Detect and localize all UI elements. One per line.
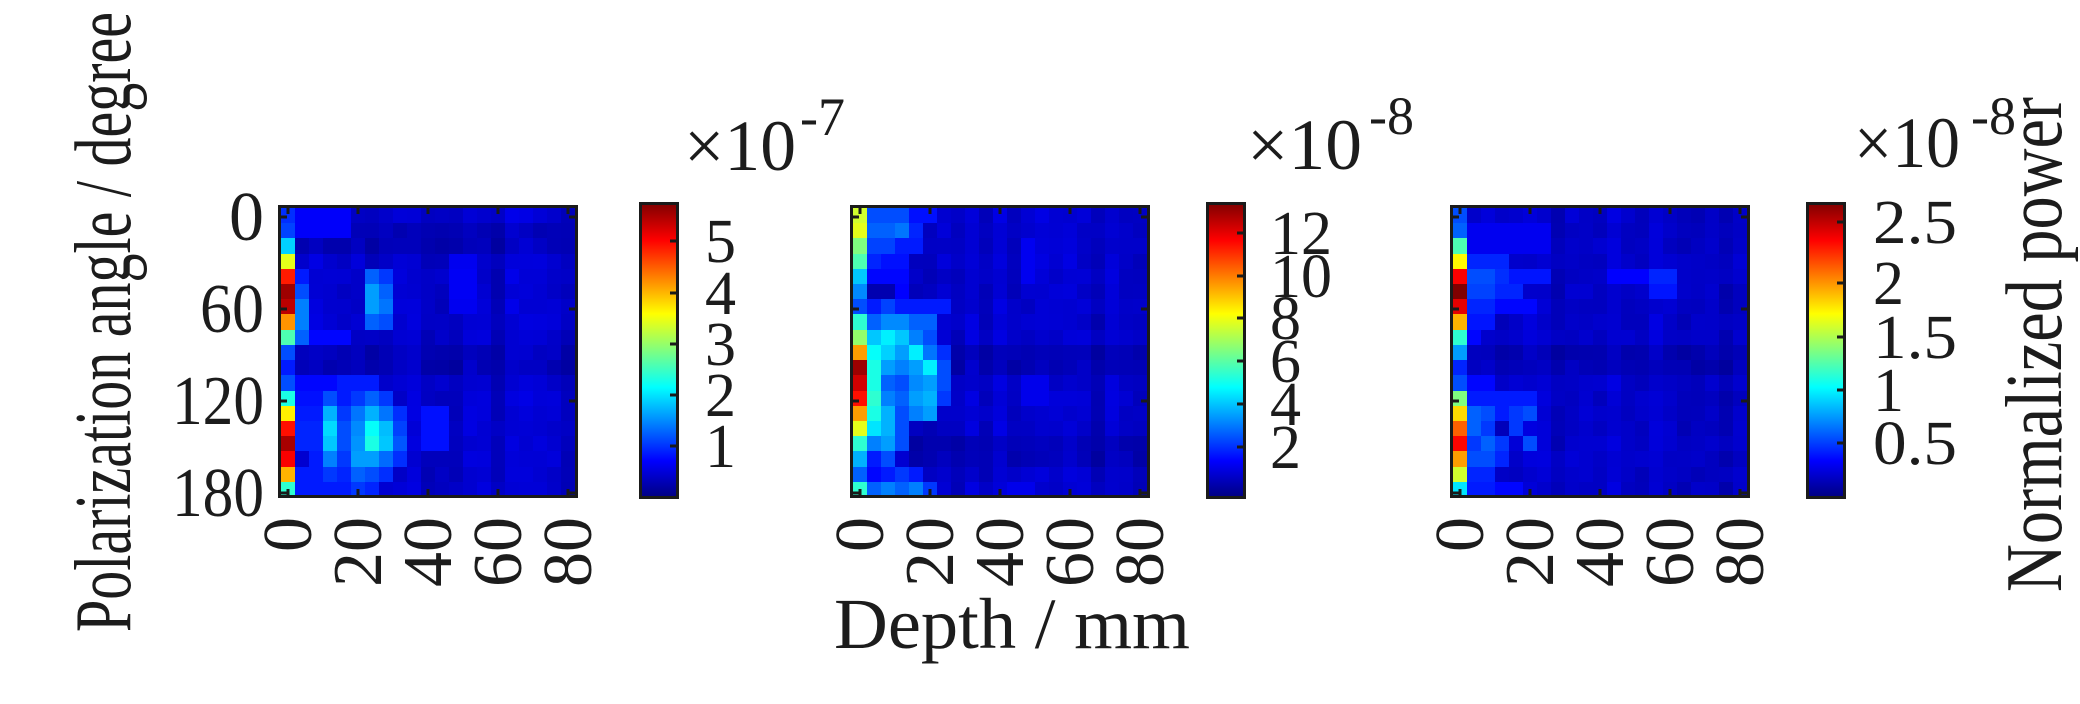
svg-text:1: 1 — [705, 413, 736, 481]
svg-text:60: 60 — [200, 271, 264, 348]
svg-text:4: 4 — [705, 260, 736, 328]
svg-text:Normalized power: Normalized power — [1991, 97, 2079, 592]
svg-text:1: 1 — [1873, 357, 1904, 425]
svg-text:1.5: 1.5 — [1873, 304, 1957, 372]
svg-text:20: 20 — [892, 517, 969, 587]
svg-text:2.5: 2.5 — [1873, 189, 1957, 257]
svg-text:8: 8 — [1270, 285, 1301, 353]
svg-text:60: 60 — [1632, 517, 1709, 587]
svg-text:20: 20 — [320, 517, 397, 587]
svg-text:×10: ×10 — [1247, 105, 1362, 185]
svg-text:0: 0 — [250, 517, 327, 552]
svg-text:80: 80 — [530, 517, 607, 587]
svg-text:40: 40 — [962, 517, 1039, 587]
svg-text:2: 2 — [1270, 414, 1301, 482]
svg-text:6: 6 — [1270, 328, 1301, 396]
svg-text:60: 60 — [1032, 517, 1109, 587]
svg-text:120: 120 — [172, 363, 264, 440]
svg-text:0.5: 0.5 — [1873, 410, 1957, 478]
svg-text:×10: ×10 — [684, 106, 796, 186]
svg-text:40: 40 — [1562, 517, 1639, 587]
svg-text:12: 12 — [1270, 200, 1332, 268]
svg-text:-8: -8 — [1369, 86, 1414, 146]
svg-text:0: 0 — [822, 517, 899, 552]
svg-text:40: 40 — [390, 517, 467, 587]
svg-text:4: 4 — [1270, 371, 1301, 439]
svg-text:80: 80 — [1102, 517, 1179, 587]
svg-text:10: 10 — [1270, 243, 1332, 311]
svg-text:×10: ×10 — [1854, 103, 1960, 183]
svg-text:5: 5 — [705, 208, 736, 276]
svg-text:-7: -7 — [800, 87, 845, 147]
svg-text:Depth / mm: Depth / mm — [834, 584, 1190, 664]
svg-text:2: 2 — [705, 362, 736, 430]
svg-text:20: 20 — [1492, 517, 1569, 587]
svg-text:-8: -8 — [1971, 86, 2016, 146]
svg-text:0: 0 — [1422, 517, 1499, 552]
svg-text:Polarization angle / degree: Polarization angle / degree — [60, 12, 148, 632]
svg-text:2: 2 — [1873, 250, 1904, 318]
svg-text:60: 60 — [460, 517, 537, 587]
svg-text:180: 180 — [172, 455, 264, 532]
svg-text:0: 0 — [229, 179, 264, 256]
svg-text:3: 3 — [705, 311, 736, 379]
svg-text:80: 80 — [1702, 517, 1779, 587]
